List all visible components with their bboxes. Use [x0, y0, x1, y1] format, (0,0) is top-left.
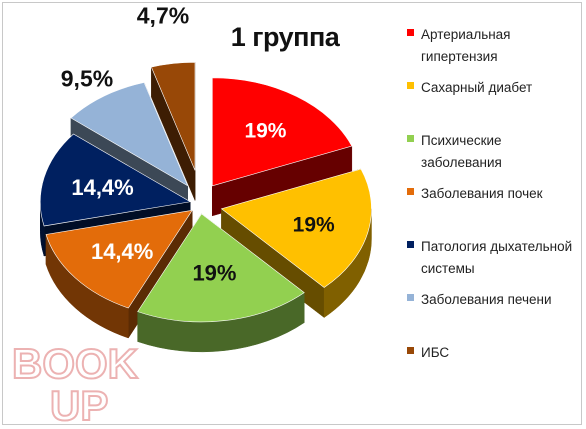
pie-labels: 19% 19% 19% 14,4% 14,4% 9,5% 4,7% [61, 2, 335, 285]
svg-text:UP: UP [50, 382, 108, 424]
legend-swatch [407, 82, 414, 89]
data-label: 9,5% [61, 65, 113, 91]
pie-slice [137, 213, 305, 323]
legend-label: Патология дыхательной системы [421, 239, 573, 276]
legend-label: Артериальная гипертензия [421, 27, 511, 64]
pie-tops [40, 62, 372, 323]
bookup-watermark: BOOK UP [11, 339, 139, 424]
chart-title: 1 группа [230, 22, 340, 52]
data-label: 19% [244, 120, 286, 143]
chart-frame [2, 2, 582, 425]
pie-slice [150, 62, 196, 171]
pie-slice [220, 168, 372, 288]
legend-swatch [407, 188, 414, 195]
data-label: 14,4% [91, 239, 153, 264]
pie-slice [212, 77, 353, 187]
legend-label: Психические заболевания [421, 133, 502, 170]
legend-swatch [407, 347, 414, 354]
legend-swatch [407, 135, 414, 142]
legend-label: Заболевания печени [421, 292, 552, 307]
svg-text:BOOK: BOOK [12, 340, 138, 387]
data-label: 4,7% [137, 2, 189, 28]
legend: Артериальная гипертензия Сахарный диабет П… [403, 0, 585, 429]
legend-swatch [407, 294, 414, 301]
data-label: 19% [293, 214, 335, 237]
pie-slice [70, 82, 189, 187]
legend-label: ИБС [421, 345, 450, 360]
pie-slice [45, 209, 193, 309]
legend-swatch [407, 29, 414, 36]
legend-label: Заболевания почек [421, 186, 543, 201]
data-label: 14,4% [71, 175, 133, 200]
data-label: 19% [192, 261, 236, 286]
legend-swatch [407, 241, 414, 248]
legend-label: Сахарный диабет [421, 80, 533, 95]
pie-slice [40, 133, 192, 227]
